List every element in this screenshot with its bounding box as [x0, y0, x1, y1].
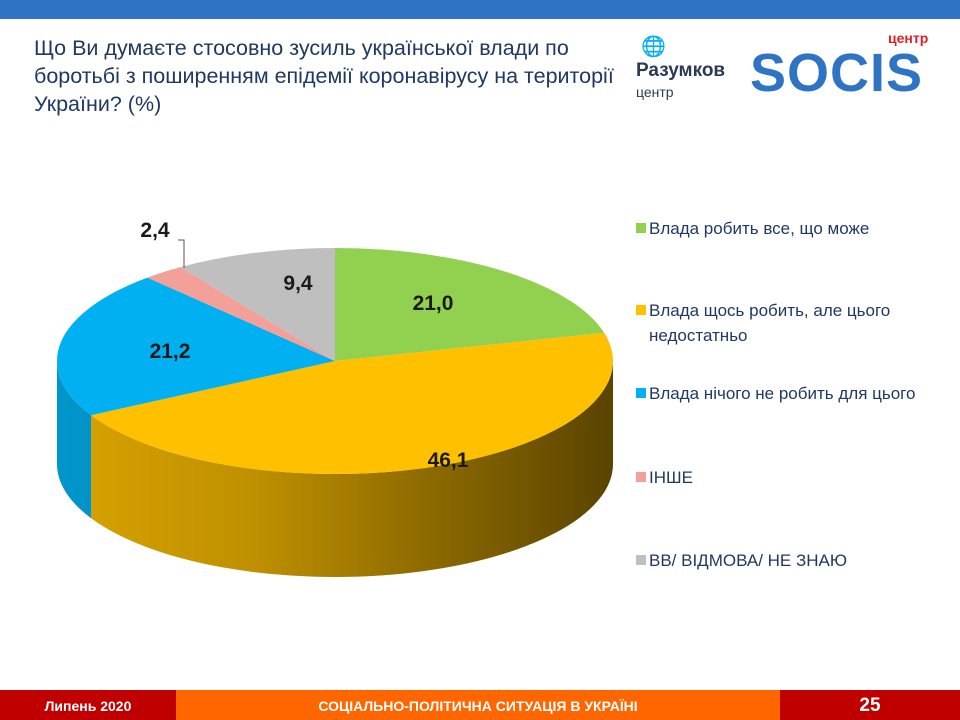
slide-title: Що Ви думаєте стосовно зусиль українсько… [34, 36, 614, 116]
legend-item: Влада нічого не робить для цього [636, 381, 936, 406]
slice-yellow [91, 332, 613, 475]
leader-line [178, 239, 185, 268]
slice-green [335, 248, 605, 361]
footer-title: СОЦІАЛЬНО-ПОЛІТИЧНА СИТУАЦІЯ В УКРАЇНІ [176, 690, 780, 720]
slice-blue [57, 277, 336, 416]
legend-item: Влада щось робить, але цього недостатньо [636, 298, 936, 348]
legend-swatch [636, 555, 646, 565]
top-bar [0, 0, 960, 19]
legend-label: Влада нічого не робить для цього [649, 384, 916, 403]
globe-icon: 🌐 [641, 36, 666, 58]
legend-label: Влада щось робить, але цього недостатньо [649, 301, 891, 345]
razumkov-logo: 🌐 Разумков центр [636, 34, 756, 104]
slice-blue-side [57, 361, 92, 519]
legend-label: ІНШЕ [649, 468, 693, 487]
data-label: 46,1 [428, 449, 469, 472]
socis-logo: SOCIS [750, 43, 924, 103]
slice-gray [180, 248, 335, 361]
data-label: 2,4 [140, 219, 170, 242]
data-label: 21,0 [413, 292, 454, 315]
legend-swatch [636, 388, 646, 398]
data-label: 9,4 [283, 272, 313, 295]
slice-yellow-side [91, 361, 613, 577]
razumkov-name: Разумков [636, 60, 726, 81]
data-label: 21,2 [150, 340, 191, 363]
legend-label: ВВ/ ВІДМОВА/ НЕ ЗНАЮ [649, 551, 848, 570]
legend-item: ІНШЕ [636, 465, 936, 490]
legend-item: ВВ/ ВІДМОВА/ НЕ ЗНАЮ [636, 548, 936, 573]
legend-label: Влада робить все, що може [649, 219, 870, 238]
footer: Липень 2020 СОЦІАЛЬНО-ПОЛІТИЧНА СИТУАЦІЯ… [0, 690, 960, 720]
page-number: 25 [780, 690, 960, 720]
legend-item: Влада робить все, що може [636, 216, 936, 241]
razumkov-sub: центр [636, 84, 674, 100]
legend-swatch [636, 223, 646, 233]
slice-pink [147, 267, 335, 361]
footer-date: Липень 2020 [0, 690, 176, 720]
legend-swatch [636, 472, 646, 482]
socis-sub: центр [888, 30, 929, 46]
legend-swatch [636, 305, 646, 315]
